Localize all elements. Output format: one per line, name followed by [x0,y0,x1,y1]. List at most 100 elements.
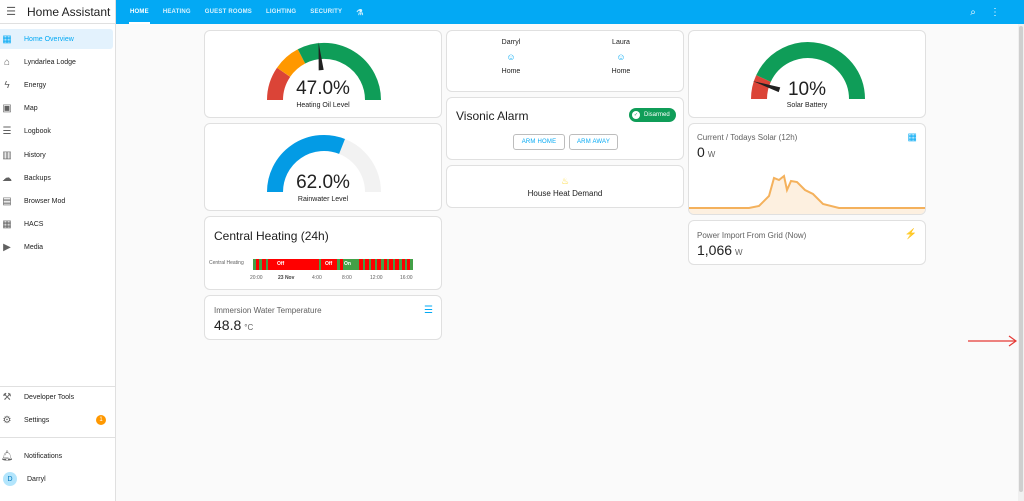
tab-guest-rooms[interactable]: GUEST ROOMS [204,9,252,15]
sidebar-item-label: Backups [24,174,51,182]
shield-off-icon: ✓ [632,111,640,119]
sidebar-item-developer-tools[interactable]: ⚒ Developer Tools [0,387,116,407]
sidebar-item-history[interactable]: ▥ History [0,145,116,165]
central-heating-history-card[interactable]: Central Heating (24h) Central Heating Of… [204,216,442,290]
sidebar-item-media[interactable]: ▶ Media [0,237,116,257]
sensor-unit: W [735,248,743,257]
solar-panel-icon: ▦ [907,132,917,143]
tab-heating[interactable]: HEATING [162,9,191,15]
tab-security[interactable]: SECURITY [310,9,343,15]
account-icon: ☺ [616,52,626,62]
sidebar: ☰ Home Assistant ▦ Home Overview ⌂ Lyndarle… [0,0,116,501]
settings-badge: 1 [96,415,106,425]
card-title: Visonic Alarm [456,109,529,123]
home-icon: ⌂ [3,56,11,68]
gauge-value: 10% [787,79,827,100]
sidebar-item-label: Home Overview [24,35,74,43]
sidebar-item-home-overview[interactable]: ▦ Home Overview [0,29,113,49]
person-darryl[interactable]: Darryl ☺ Home [481,39,541,75]
grid-import-card[interactable]: Power Import From Grid (Now) 1,066 W ⚡ [688,220,926,265]
account-icon: ☺ [506,52,516,62]
avatar: D [3,472,17,486]
immersion-temperature-card[interactable]: Immersion Water Temperature 48.8 °C ☰ [204,295,442,340]
sidebar-item-label: Media [24,243,44,251]
server-icon: ▤ [2,195,12,207]
entity-name: House Heat Demand [527,189,603,198]
card-title: Central Heating (24h) [214,229,329,243]
sidebar-item-hacs[interactable]: ▦ HACS [0,214,116,234]
solar-battery-gauge [751,42,865,100]
gauge-name: Solar Battery [786,102,828,109]
water-boiler-icon: ☰ [424,305,433,316]
annotation-arrow-icon [968,335,1018,347]
sidebar-item-label: Logbook [24,127,51,135]
account-box-icon: ▣ [2,102,12,114]
timeline-tick: 16:00 [400,275,413,281]
cloud-icon: ☁ [2,172,12,184]
person-name: Darryl [501,39,521,46]
radiator-icon: ♨ [560,176,570,186]
sidebar-item-logbook[interactable]: ☰ Logbook [0,121,116,141]
person-name: Laura [612,39,630,46]
timeline-tick: 12:00 [370,275,383,281]
person-laura[interactable]: Laura ☺ Home [591,39,651,75]
alarm-status-label: Disarmed [644,112,670,118]
sidebar-item-label: Settings [24,416,50,424]
gauge-name: Rainwater Level [297,196,349,203]
sidebar-item-label: HACS [24,220,44,228]
tab-more[interactable]: ⚗ [356,7,364,17]
sidebar-item-energy[interactable]: ϟ Energy [0,75,116,95]
sidebar-header: ☰ Home Assistant [0,0,115,24]
sensor-value: 1,066 [697,242,733,258]
solar-battery-gauge-card[interactable]: 10% Solar Battery [688,30,926,118]
top-app-bar: HOME HEATING GUEST ROOMS LIGHTING SECURITY ⚗… [116,0,1024,24]
sensor-name: Immersion Water Temperature [214,306,322,315]
gauge-value: 47.0% [296,78,350,99]
sensor-unit: W [707,150,716,159]
scrollbar-thumb[interactable] [1019,26,1023,492]
timeline-tick: 20:00 [250,275,263,281]
timeline-tick: 4:00 [312,275,322,281]
gauge-needle [318,42,324,71]
heating-oil-gauge-card[interactable]: 47.0% Heating Oil Level [204,30,442,118]
sidebar-item-label: Lyndarlea Lodge [24,58,76,66]
arm-away-button[interactable]: ARM AWAY [569,134,618,150]
sidebar-divider [0,437,116,438]
alarm-panel-card: Visonic Alarm ✓ Disarmed ARM HOME ARM AW… [446,97,684,160]
search-icon[interactable]: ⌕ [970,6,976,18]
sensor-name: Current / Todays Solar (12h) [697,133,798,142]
heating-oil-gauge [267,42,382,101]
sidebar-item-browser-mod[interactable]: ▤ Browser Mod [0,191,116,211]
lightning-icon: ϟ [4,79,10,91]
person-state: Home [501,68,521,75]
sidebar-item-label: History [24,151,46,159]
timeline-state-label: Off [325,261,333,267]
sidebar-item-notifications[interactable]: 🔔︎ Notifications [0,446,116,466]
sensor-reading: 48.8 °C [214,317,253,335]
transmission-tower-icon: ⚡ [904,229,917,240]
heat-demand-card[interactable]: ♨ House Heat Demand [446,165,684,208]
hammer-icon: ⚒ [2,391,12,403]
arm-home-button[interactable]: ARM HOME [513,134,565,150]
bell-icon: 🔔︎ [0,450,14,462]
heating-timeline [253,259,413,270]
sidebar-item-label: Map [24,104,38,112]
tab-home[interactable]: HOME [123,0,156,24]
sensor-unit: °C [244,323,254,332]
sidebar-item-settings[interactable]: ⚙ Settings 1 [0,410,116,430]
person-state: Home [611,68,631,75]
sidebar-item-label: Developer Tools [24,393,75,401]
tab-lighting[interactable]: LIGHTING [265,9,297,15]
sidebar-item-user[interactable]: D Darryl [0,469,116,489]
more-vertical-icon[interactable]: ⋮ [990,6,1000,18]
alarm-status-badge[interactable]: ✓ Disarmed [629,108,676,122]
menu-icon[interactable]: ☰ [6,6,16,18]
sidebar-item-map[interactable]: ▣ Map [0,98,116,118]
sidebar-item-backups[interactable]: ☁ Backups [0,168,116,188]
sidebar-item-lyndarlea-lodge[interactable]: ⌂ Lyndarlea Lodge [0,52,116,72]
format-list-icon: ☰ [2,125,12,137]
rainwater-gauge-card[interactable]: 62.0% Rainwater Level [204,123,442,211]
gauge-fill [267,135,345,193]
